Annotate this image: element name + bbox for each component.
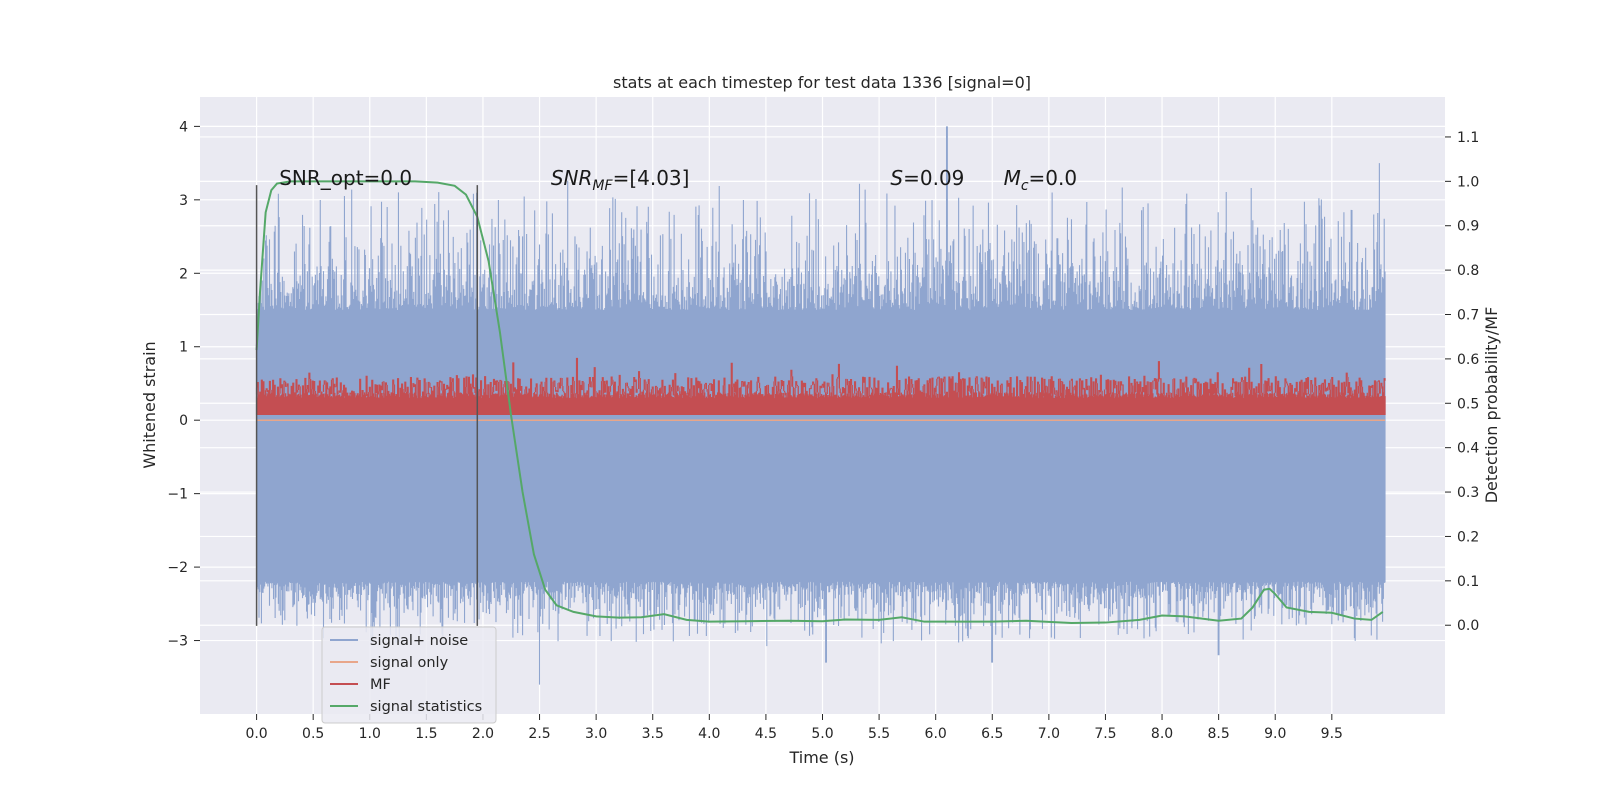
x-tick-label: 0.0 — [245, 726, 267, 742]
y-left-tick-label: 4 — [179, 119, 188, 135]
annotation-4: Mc=0.0 — [1004, 166, 1078, 194]
x-tick-label: 0.5 — [302, 726, 324, 742]
legend-entry: signal+ noise — [370, 633, 468, 649]
x-tick-label: 8.5 — [1208, 726, 1230, 742]
annotation-rest: =0.09 — [903, 166, 964, 190]
x-tick-label: 3.5 — [642, 726, 664, 742]
legend-entry: signal only — [370, 655, 449, 671]
vlines — [255, 185, 479, 626]
x-tick-label: 2.5 — [528, 726, 550, 742]
x-tick-label: 1.5 — [415, 726, 437, 742]
y-left-tick-label: 0 — [179, 413, 188, 429]
x-tick-label: 8.0 — [1151, 726, 1173, 742]
y-right-axis-label: Detection probability/MF — [1482, 307, 1501, 504]
y-right-tick-label: 0.4 — [1457, 441, 1479, 457]
chart-title: stats at each timestep for test data 133… — [613, 73, 1031, 92]
y-right-tick-label: 0.9 — [1457, 219, 1479, 235]
y-right-tick-label: 0.0 — [1457, 618, 1479, 634]
y-left-tick-label: −3 — [167, 634, 188, 650]
y-right-tick-label: 1.0 — [1457, 174, 1479, 190]
x-axis-label: Time (s) — [788, 748, 854, 767]
signal-noise-series — [256, 126, 1386, 685]
legend-entry: signal statistics — [370, 699, 482, 715]
annotation-sub: c — [1021, 178, 1029, 194]
annotation-3: S=0.09 — [890, 166, 964, 190]
legend-entry: MF — [370, 677, 391, 693]
x-tick-label: 7.0 — [1038, 726, 1060, 742]
annotation-base: S — [890, 166, 903, 190]
x-tick-label: 9.5 — [1321, 726, 1343, 742]
annotations: SNR_opt=0.0 SNRMF=[4.03] S=0.09 Mc=0.0 — [279, 166, 1077, 194]
x-tick-label: 1.0 — [359, 726, 381, 742]
annotation-base: SNR — [551, 166, 593, 190]
annotation-rest: =0.0 — [1029, 166, 1078, 190]
x-tick-label: 4.0 — [698, 726, 720, 742]
y-right-tick-label: 0.2 — [1457, 529, 1479, 545]
legend-box — [321, 626, 497, 724]
y-right-tick-label: 0.6 — [1457, 352, 1479, 368]
annotation-sub: MF — [592, 178, 613, 194]
x-tick-labels: 0.0 0.5 1.0 1.5 2.0 2.5 3.0 3.5 4.0 4.5 5.0 5.5 6.0 6… — [245, 714, 1343, 742]
annotation-2: SNRMF=[4.03] — [551, 166, 690, 194]
signal-statistics-series — [255, 180, 1384, 625]
y-right-tick-label: 0.1 — [1457, 574, 1479, 590]
x-tick-label: 7.5 — [1094, 726, 1116, 742]
x-tick-label: 6.0 — [925, 726, 947, 742]
y-left-tick-label: 1 — [179, 340, 188, 356]
y-left-axis-label: Whitened strain — [140, 341, 159, 468]
x-tick-label: 5.0 — [811, 726, 833, 742]
y-left-tick-label: 2 — [179, 266, 188, 282]
y-right-tick-label: 1.1 — [1457, 130, 1479, 146]
annotation-1: SNR_opt=0.0 — [279, 166, 412, 190]
annotation-base: M — [1004, 166, 1021, 190]
y-left-tick-label: −2 — [167, 560, 188, 576]
legend: signal+ noise signal only MF signal statist… — [321, 626, 497, 724]
y-right-tick-label: 0.3 — [1457, 485, 1479, 501]
y-right-tick-label: 0.7 — [1457, 308, 1479, 324]
x-tick-label: 2.0 — [472, 726, 494, 742]
y-left-tick-labels: −3 −2 −1 0 1 2 3 4 — [167, 119, 200, 650]
y-right-tick-label: 0.5 — [1457, 396, 1479, 412]
x-tick-label: 5.5 — [868, 726, 890, 742]
y-right-tick-labels: 0.0 0.1 0.2 0.3 0.4 0.5 0.6 0.7 0.8 0.9 1.0 1.1 — [1445, 130, 1479, 634]
x-tick-label: 6.5 — [981, 726, 1003, 742]
y-right-tick-label: 0.8 — [1457, 263, 1479, 279]
x-tick-label: 9.0 — [1264, 726, 1286, 742]
y-left-tick-label: 3 — [179, 193, 188, 209]
y-left-tick-label: −1 — [167, 487, 188, 503]
annotation-rest: =[4.03] — [613, 166, 690, 190]
x-tick-label: 3.0 — [585, 726, 607, 742]
x-tick-label: 4.5 — [755, 726, 777, 742]
